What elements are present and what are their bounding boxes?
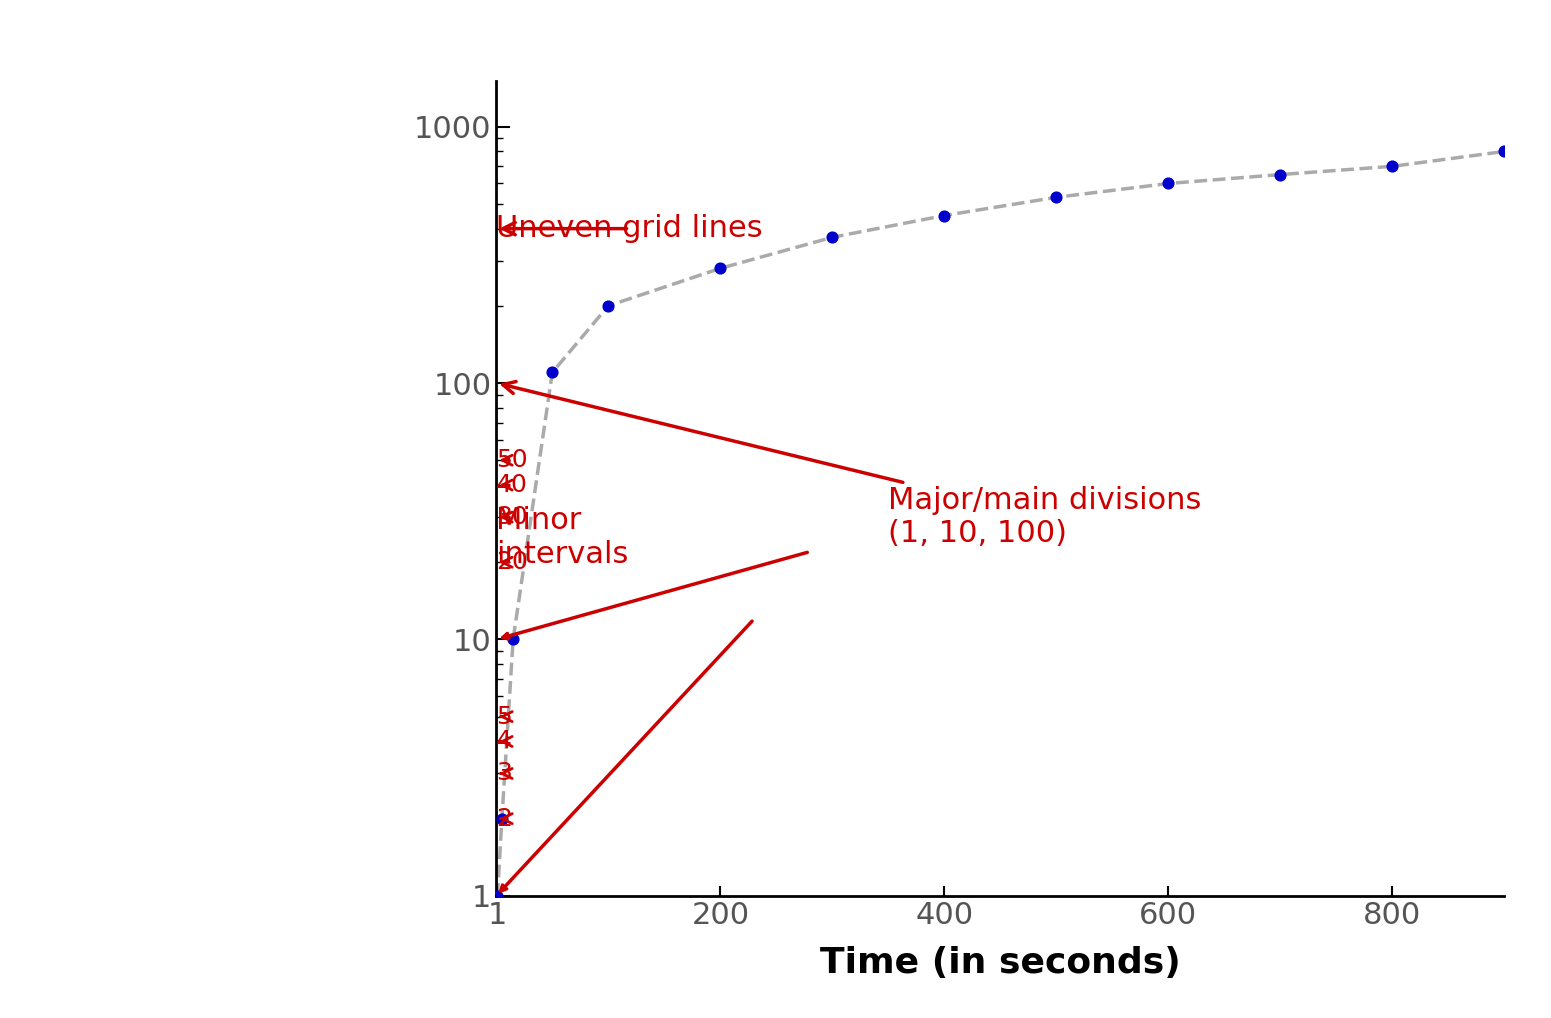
Text: Major/main divisions
(1, 10, 100): Major/main divisions (1, 10, 100) — [503, 382, 1202, 549]
Text: 50: 50 — [496, 448, 527, 472]
Point — [485, 888, 510, 904]
Point — [490, 810, 515, 827]
Point — [932, 208, 957, 224]
Point — [1492, 144, 1517, 160]
Point — [1155, 175, 1180, 191]
Point — [707, 261, 732, 277]
X-axis label: Time (in seconds): Time (in seconds) — [820, 947, 1180, 980]
Text: 3: 3 — [496, 761, 512, 786]
Point — [820, 229, 845, 245]
Point — [596, 297, 620, 314]
Text: 40: 40 — [496, 473, 527, 497]
Point — [540, 364, 565, 381]
Text: 2: 2 — [496, 806, 512, 831]
Point — [501, 631, 526, 647]
Text: Uneven grid lines: Uneven grid lines — [496, 214, 763, 243]
Text: Minor
intervals: Minor intervals — [496, 506, 628, 569]
Text: 5: 5 — [496, 704, 512, 729]
Point — [1380, 158, 1405, 174]
Point — [1044, 189, 1069, 206]
Text: 4: 4 — [496, 730, 512, 753]
Text: 20: 20 — [496, 551, 527, 574]
Point — [1269, 166, 1294, 182]
Text: 30: 30 — [496, 505, 527, 529]
